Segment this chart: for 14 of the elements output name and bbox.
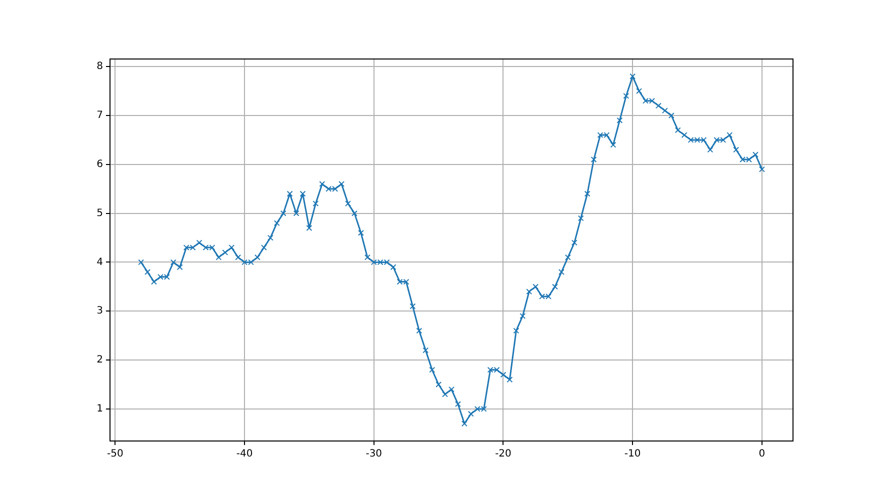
x-tick-label: -40 bbox=[236, 448, 253, 460]
x-tick-label: -50 bbox=[107, 448, 124, 460]
y-tick-label: 5 bbox=[96, 208, 103, 219]
y-tick-label: 3 bbox=[96, 306, 103, 317]
y-tick-label: 6 bbox=[96, 159, 103, 170]
y-tick-label: 7 bbox=[96, 110, 103, 122]
y-tick-label: 8 bbox=[96, 61, 103, 72]
y-tick-label: 1 bbox=[96, 404, 103, 415]
x-tick-label: -20 bbox=[495, 448, 512, 460]
y-tick-label: 4 bbox=[96, 256, 103, 268]
y-tick-label: 2 bbox=[96, 354, 103, 366]
x-tick-label: -30 bbox=[366, 448, 382, 460]
x-tick-label: 0 bbox=[758, 448, 766, 460]
x-tick-label: -10 bbox=[624, 448, 641, 460]
